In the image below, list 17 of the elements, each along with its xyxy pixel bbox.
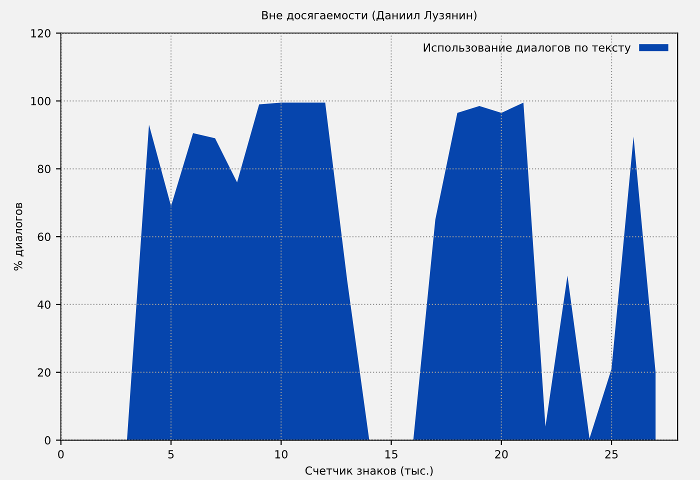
y-axis-title: % диалогов [14,202,24,270]
y-tick-label: 20 [38,368,50,377]
x-tick-label: 10 [275,450,288,458]
y-tick-label: 40 [38,300,50,309]
y-tick-label: 80 [38,164,50,174]
chart-title: Вне досягаемости (Даниил Лузянин) [262,10,476,22]
y-tick-label: 120 [31,29,50,38]
x-tick-label: 20 [495,450,508,458]
x-tick-label: 0 [58,450,64,458]
x-tick-label: 25 [605,450,618,458]
y-tick-label: 100 [31,96,50,106]
legend-label: Использование диалогов по тексту [424,43,631,54]
x-tick-label: 15 [385,450,398,458]
y-tick-label: 60 [38,232,50,242]
x-tick-label: 5 [168,450,174,458]
x-axis-title: Счетчик знаков (тыс.) [305,466,433,476]
y-tick-label: 0 [44,436,50,445]
